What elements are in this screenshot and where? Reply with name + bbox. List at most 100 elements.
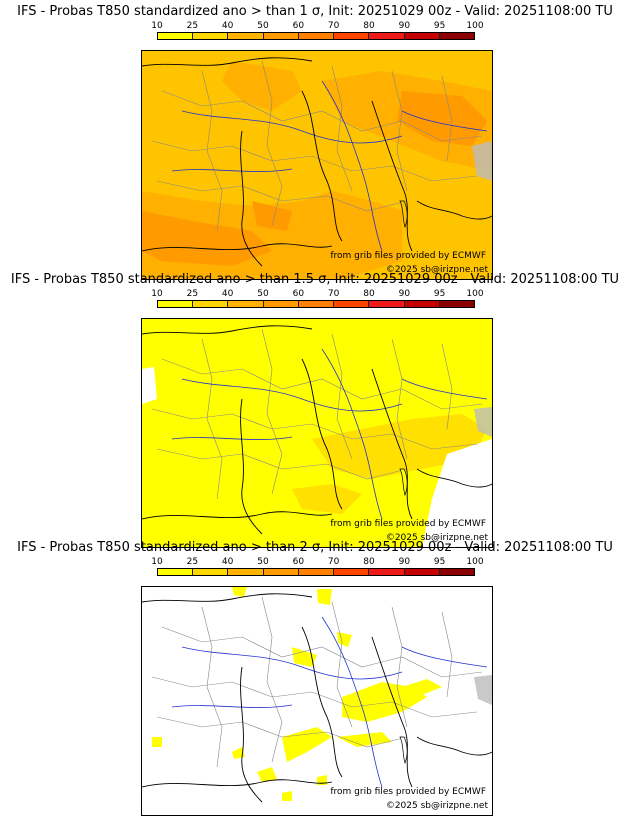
credit-text: from grib files provided by ECMWF xyxy=(330,787,486,797)
colorbar: 10 25 40 50 60 70 80 90 95 100 xyxy=(151,557,484,582)
map-white-areas xyxy=(142,367,492,547)
copyright-text: ©2025 sb@irizpne.net xyxy=(385,801,488,811)
map-admin-borders xyxy=(151,328,483,500)
panel-title: IFS - Probas T850 standardized ano > tha… xyxy=(17,4,613,19)
colorbar-tick-label: 60 xyxy=(292,289,305,299)
colorbar-swatch xyxy=(228,33,264,39)
probability-map: from grib files provided by ECMWF ©2025 … xyxy=(141,318,493,548)
map-terrain-mask xyxy=(474,675,492,705)
colorbar-tick-label: 50 xyxy=(257,289,269,299)
colorbar-tick-label: 100 xyxy=(466,289,484,299)
map-graphic xyxy=(142,319,492,547)
colorbar-tick-label: 40 xyxy=(221,557,234,567)
map-terrain-mask xyxy=(474,407,492,437)
colorbar-swatch xyxy=(228,301,264,307)
colorbar-swatch xyxy=(193,569,229,575)
map-admin-borders xyxy=(151,596,483,768)
colorbar-tick-label: 10 xyxy=(151,289,163,299)
colorbar-swatches xyxy=(157,32,475,40)
colorbar: 10 25 40 50 60 70 80 90 95 100 xyxy=(151,21,484,46)
colorbar-tick-label: 80 xyxy=(363,289,375,299)
colorbar-swatch xyxy=(404,33,440,39)
colorbar-tick-label: 80 xyxy=(363,21,375,31)
colorbar-tick-label: 10 xyxy=(151,21,163,31)
colorbar-swatches xyxy=(157,300,475,308)
colorbar-tick-label: 95 xyxy=(433,557,446,567)
map-graphic xyxy=(142,587,492,815)
map-admin-borders xyxy=(151,60,483,232)
colorbar-tick-label: 25 xyxy=(186,557,199,567)
corsica-outline xyxy=(399,468,408,497)
colorbar-swatch xyxy=(439,33,474,39)
colorbar-swatch xyxy=(369,33,405,39)
copyright-text: ©2025 sb@irizpne.net xyxy=(385,265,488,275)
colorbar-swatch xyxy=(158,33,194,39)
colorbar-tick-label: 40 xyxy=(221,21,234,31)
corsica-outline xyxy=(399,200,408,229)
colorbar-tick-label: 50 xyxy=(257,21,269,31)
colorbar-swatch xyxy=(228,569,264,575)
panel-2sigma: IFS - Probas T850 standardized ano > tha… xyxy=(0,540,630,816)
map-rivers xyxy=(171,616,488,788)
credit-text: from grib files provided by ECMWF xyxy=(330,251,486,261)
colorbar-tick-label: 100 xyxy=(466,557,484,567)
colorbar-tick-label: 90 xyxy=(398,21,411,31)
colorbar-tick-label: 100 xyxy=(466,21,484,31)
colorbar-tick-label: 10 xyxy=(151,557,163,567)
colorbar-tick-label: 60 xyxy=(292,557,305,567)
colorbar-ticks: 10 25 40 50 60 70 80 90 95 100 xyxy=(151,21,483,32)
colorbar-swatch xyxy=(263,301,299,307)
colorbar-tick-label: 90 xyxy=(398,289,411,299)
colorbar-swatch xyxy=(439,301,474,307)
colorbar-swatch xyxy=(158,301,194,307)
colorbar-swatch xyxy=(334,569,370,575)
colorbar-swatch xyxy=(404,301,440,307)
colorbar-tick-label: 25 xyxy=(186,289,199,299)
panel-1-5sigma: IFS - Probas T850 standardized ano > tha… xyxy=(0,272,630,548)
colorbar-tick-label: 80 xyxy=(363,557,375,567)
colorbar-ticks: 10 25 40 50 60 70 80 90 95 100 xyxy=(151,557,483,568)
map-terrain-mask xyxy=(472,141,492,181)
colorbar-ticks: 10 25 40 50 60 70 80 90 95 100 xyxy=(151,289,483,300)
colorbar-swatch xyxy=(193,301,229,307)
panel-title: IFS - Probas T850 standardized ano > tha… xyxy=(10,272,620,287)
colorbar-swatch xyxy=(298,301,335,307)
colorbar-swatch xyxy=(263,33,299,39)
map-coastline-borders xyxy=(142,593,492,803)
panel-1sigma: IFS - Probas T850 standardized ano > tha… xyxy=(0,4,630,280)
colorbar-swatch xyxy=(404,569,440,575)
colorbar-swatch xyxy=(369,301,405,307)
map-rivers xyxy=(171,80,488,252)
colorbar-swatch xyxy=(334,301,370,307)
map-coastline-borders xyxy=(142,57,492,267)
map-rivers xyxy=(171,348,488,520)
colorbar-swatch xyxy=(439,569,474,575)
colorbar-swatch xyxy=(193,33,229,39)
colorbar-tick-label: 25 xyxy=(186,21,199,31)
colorbar-swatch xyxy=(298,569,335,575)
colorbar-swatch xyxy=(369,569,405,575)
colorbar-tick-label: 40 xyxy=(221,289,234,299)
colorbar: 10 25 40 50 60 70 80 90 95 100 xyxy=(151,289,484,314)
colorbar-swatch xyxy=(158,569,194,575)
copyright-text: ©2025 sb@irizpne.net xyxy=(385,533,488,543)
probability-map: from grib files provided by ECMWF ©2025 … xyxy=(141,586,493,816)
map-coastline-borders xyxy=(142,325,492,535)
corsica-outline xyxy=(399,736,408,765)
colorbar-tick-label: 50 xyxy=(257,557,269,567)
panel-title: IFS - Probas T850 standardized ano > tha… xyxy=(17,540,613,555)
colorbar-swatch xyxy=(263,569,299,575)
colorbar-tick-label: 90 xyxy=(398,557,411,567)
colorbar-tick-label: 95 xyxy=(433,21,446,31)
credit-text: from grib files provided by ECMWF xyxy=(330,519,486,529)
probability-map: from grib files provided by ECMWF ©2025 … xyxy=(141,50,493,280)
map-fill-50 xyxy=(142,91,487,266)
colorbar-tick-label: 60 xyxy=(292,21,305,31)
map-graphic xyxy=(142,51,492,279)
colorbar-tick-label: 70 xyxy=(327,21,340,31)
colorbar-tick-label: 95 xyxy=(433,289,446,299)
colorbar-tick-label: 70 xyxy=(327,557,340,567)
colorbar-swatch xyxy=(298,33,335,39)
colorbar-tick-label: 70 xyxy=(327,289,340,299)
colorbar-swatch xyxy=(334,33,370,39)
